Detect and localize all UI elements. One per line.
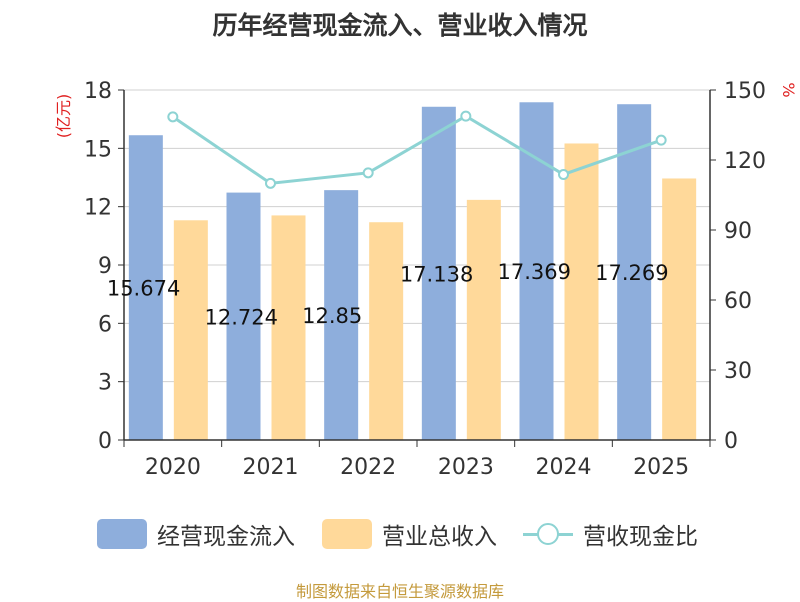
y-right-axis-title: % (779, 82, 798, 97)
point-ratio (167, 111, 179, 123)
x-tick-label: 2024 (536, 455, 592, 480)
line-ratio (171, 114, 662, 185)
point-ratio (265, 177, 276, 189)
legend-label-revenue: 营业总收入 (382, 524, 497, 550)
legend-swatch-cash-inflow (97, 519, 147, 549)
y-left-tick-label: 15 (84, 137, 112, 162)
bar-revenue (271, 215, 306, 440)
y-left-tick-label: 18 (84, 79, 112, 104)
legend-item-cash-inflow[interactable]: 经营现金流入 (97, 516, 295, 552)
data-label-cash-inflow: 17.369 (498, 260, 571, 284)
x-tick-label: 2020 (145, 455, 201, 480)
y-right-tick-label: 0 (724, 429, 738, 454)
y-right-tick-label: 150 (724, 79, 766, 104)
data-label-cash-inflow: 12.724 (205, 305, 278, 329)
point-ratio (460, 110, 472, 122)
legend-item-ratio[interactable]: 营收现金比 (523, 516, 698, 552)
chart-title: 历年经营现金流入、营业收入情况 (212, 11, 588, 40)
bar-cash-inflow (128, 135, 163, 440)
data-label-cash-inflow: 17.138 (400, 262, 473, 286)
x-tick-label: 2021 (243, 455, 299, 480)
x-tick-label: 2023 (438, 455, 494, 480)
y-left-tick-label: 12 (84, 196, 112, 221)
y-left-tick-label: 6 (98, 312, 112, 337)
legend-swatch-ratio (523, 519, 573, 549)
bar-revenue (466, 199, 501, 440)
y-right-tick-label: 30 (724, 359, 752, 384)
point-ratio (362, 167, 374, 179)
bar-revenue (173, 220, 208, 440)
source-footer: 制图数据来自恒生聚源数据库 (295, 582, 504, 601)
bar-cash-inflow (617, 104, 652, 440)
bar-revenue (564, 143, 599, 440)
legend-item-revenue[interactable]: 营业总收入 (322, 516, 497, 552)
y-right-tick-label: 120 (724, 149, 766, 174)
x-tick-label: 2025 (633, 455, 689, 480)
y-left-tick-label: 3 (98, 371, 112, 396)
y-left-tick-label: 9 (98, 254, 112, 279)
legend-swatch-revenue (322, 519, 372, 549)
bar-cash-inflow (421, 106, 456, 440)
data-label-cash-inflow: 15.674 (107, 277, 180, 301)
bar-revenue (662, 178, 697, 440)
y-left-axis-title: (亿元) (54, 94, 73, 139)
data-label-cash-inflow: 17.269 (595, 261, 668, 285)
y-right-tick-label: 90 (724, 219, 752, 244)
point-ratio (655, 134, 667, 146)
data-label-cash-inflow: 12.85 (302, 304, 362, 328)
legend-label-ratio: 营收现金比 (583, 524, 698, 550)
legend: 经营现金流入 营业总收入 营收现金比 (0, 516, 800, 552)
x-tick-label: 2022 (340, 455, 396, 480)
bar-cash-inflow (324, 190, 359, 440)
y-left-tick-label: 0 (98, 429, 112, 454)
point-ratio (558, 168, 569, 180)
bar-cash-inflow (226, 192, 261, 440)
y-right-tick-label: 60 (724, 289, 752, 314)
legend-label-cash-inflow: 经营现金流入 (157, 524, 295, 550)
bar-revenue (369, 222, 404, 440)
